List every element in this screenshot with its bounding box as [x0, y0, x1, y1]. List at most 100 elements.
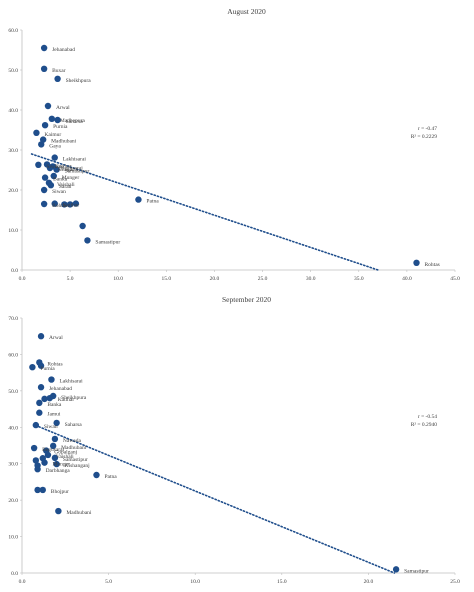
point-label: Madhubani — [51, 139, 77, 145]
data-point — [61, 201, 68, 208]
x-tick-label: 30.0 — [306, 276, 316, 282]
point-label: Banka — [53, 177, 68, 183]
point-label: Arwal — [56, 105, 70, 111]
point-label: Patna — [146, 199, 159, 205]
data-point — [53, 166, 60, 173]
data-point — [54, 116, 61, 124]
x-tick-label: 10.0 — [190, 579, 200, 585]
data-point — [51, 435, 59, 443]
y-tick-label: 60.0 — [8, 352, 18, 358]
point-label: Sheikhpura — [61, 395, 87, 401]
data-point — [33, 129, 40, 136]
point-label: Katihar — [58, 397, 75, 403]
point-label: Katihar — [63, 203, 80, 209]
point-label: Sheikhpura — [66, 78, 92, 84]
regression-annotation: r = -0.47 — [418, 126, 437, 132]
data-point — [37, 333, 45, 340]
point-label: Jehanabad — [49, 386, 72, 392]
data-point — [39, 136, 47, 143]
data-point — [37, 362, 45, 369]
data-point — [41, 174, 49, 181]
data-point — [51, 154, 58, 161]
data-point — [41, 395, 48, 403]
point-label: Siwan — [52, 189, 66, 195]
point-label: Samastipur — [65, 169, 90, 175]
data-point — [30, 444, 38, 452]
point-label: Madhubani — [61, 445, 87, 451]
y-tick-label: 0.0 — [11, 268, 18, 274]
data-point — [55, 507, 62, 515]
point-label: Munger — [53, 462, 71, 468]
point-label: Samastipur — [404, 568, 429, 574]
data-point — [40, 200, 48, 208]
point-label: Darbhanga — [46, 468, 71, 474]
x-tick-label: 15.0 — [277, 579, 287, 585]
y-tick-label: 50.0 — [8, 389, 18, 395]
y-tick-label: 20.0 — [8, 188, 18, 194]
chart-1: August 2020 0.0 10.0 20.0 30.0 40.0 50.0 60.0 0.… — [8, 7, 460, 282]
x-tick-label: 20.0 — [210, 276, 220, 282]
point-label: Siwan — [46, 164, 60, 170]
chart-title: September 2020 — [222, 295, 271, 304]
point-label: Begusarai — [61, 165, 83, 171]
x-tick-label: 5.0 — [67, 276, 74, 282]
data-point — [40, 65, 48, 73]
point-label: Gaya — [49, 143, 61, 149]
y-tick-label: 60.0 — [8, 28, 18, 34]
regression-annotation: r = -0.54 — [418, 414, 437, 420]
point-label: Madhubani — [66, 510, 92, 516]
data-point — [40, 44, 48, 52]
data-point — [35, 161, 42, 168]
data-point — [51, 454, 59, 462]
y-tick-label: 30.0 — [8, 462, 18, 468]
point-label: Purnia — [53, 124, 68, 130]
data-point — [47, 182, 55, 189]
x-tick-label: 15.0 — [162, 276, 172, 282]
point-label: Purnia — [40, 366, 55, 372]
point-label: Rohtas — [52, 203, 67, 209]
data-point — [36, 399, 43, 407]
data-point — [48, 376, 55, 383]
y-tick-label: 70.0 — [8, 316, 18, 322]
point-label: Saharsa — [65, 422, 83, 428]
y-tick-label: 0.0 — [11, 571, 18, 577]
y-tick-label: 30.0 — [8, 148, 18, 154]
data-point — [36, 409, 43, 416]
data-point — [84, 237, 91, 244]
data-point — [53, 460, 60, 468]
data-point — [66, 201, 74, 208]
regression-annotation: R² = 0.2229 — [411, 134, 438, 140]
point-label: Samastipur — [63, 457, 88, 463]
data-point — [44, 451, 52, 459]
data-point — [135, 196, 142, 203]
point-label: Jamui — [47, 412, 61, 418]
point-label: Lakhisarai — [59, 379, 83, 385]
x-tick-label: 0.0 — [19, 276, 26, 282]
x-tick-label: 25.0 — [450, 579, 460, 585]
point-label: Patna — [104, 474, 117, 480]
x-tick-label: 40.0 — [402, 276, 412, 282]
data-point — [39, 486, 46, 494]
data-point — [413, 259, 420, 266]
point-label: Bhojpur — [51, 489, 69, 495]
data-point — [37, 384, 45, 391]
point-label: Rohtas — [425, 262, 440, 268]
y-tick-label: 10.0 — [8, 535, 18, 541]
data-point — [40, 186, 48, 194]
data-point — [41, 122, 49, 129]
point-label: Buxar — [52, 68, 66, 74]
x-tick-label: 45.0 — [450, 276, 460, 282]
y-tick-label: 50.0 — [8, 68, 18, 74]
x-tick-label: 5.0 — [105, 579, 112, 585]
point-label: Banka — [47, 402, 62, 408]
data-point — [34, 486, 41, 494]
data-point — [44, 102, 52, 110]
data-point — [93, 471, 100, 479]
point-label: Khagaria — [58, 167, 79, 173]
x-tick-label: 35.0 — [354, 276, 364, 282]
data-point — [392, 566, 400, 573]
data-point — [38, 141, 45, 148]
point-label: Arwal — [49, 335, 63, 341]
point-label: Saharsa — [66, 119, 84, 125]
